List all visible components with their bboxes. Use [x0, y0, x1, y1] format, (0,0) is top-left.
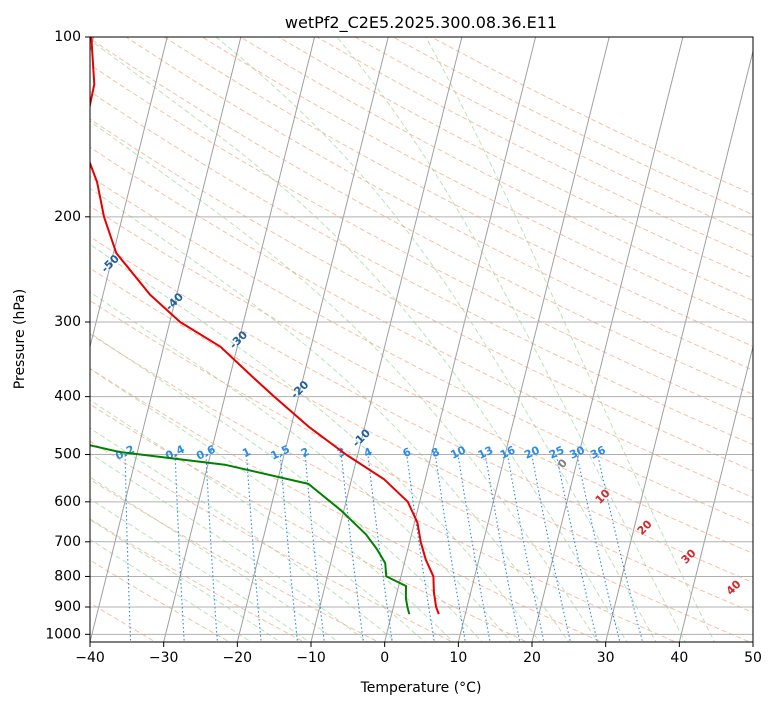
y-tick-label: 1000 [45, 626, 81, 642]
dry-adiabat-line [90, 518, 306, 642]
pressure-gridlines [90, 37, 753, 635]
moist-adiabat-line [90, 498, 311, 642]
moist-adiabat-line [90, 291, 512, 642]
x-tick-label: −20 [223, 650, 253, 666]
x-axis-label: Temperature (°C) [360, 680, 482, 696]
dry-adiabat-line [90, 368, 603, 642]
mixing-ratio-label: 20 [522, 443, 542, 461]
isotherm-line [90, 37, 242, 642]
isotherm-line [384, 37, 537, 642]
plot-area: -100-90-80-70-60-50-40-30-20-10010203040… [90, 37, 753, 642]
mixing-ratio-line [597, 454, 644, 642]
y-tick-label: 300 [54, 314, 81, 330]
moist-adiabat-line [90, 452, 369, 642]
moist-adiabat-line [425, 37, 716, 642]
dry-adiabat-line [90, 300, 752, 642]
y-tick-label: 800 [54, 568, 81, 584]
x-tick-label: −30 [149, 650, 179, 666]
moist-adiabat-line [90, 427, 397, 642]
moist-adiabat-line [90, 368, 455, 642]
x-tick-label: −40 [75, 650, 105, 666]
y-tick-label: 600 [54, 494, 81, 510]
y-tick-label: 400 [54, 389, 81, 405]
sounding-series [90, 37, 440, 615]
x-tick-label: 40 [670, 650, 688, 666]
mixing-ratio-label: 13 [476, 444, 495, 462]
moist-adiabat-line [90, 476, 340, 642]
mixing-ratio-label: 10 [449, 443, 469, 461]
y-tick-label: 200 [54, 209, 81, 225]
moist-adiabat-line [90, 399, 426, 642]
plot-frame [89, 36, 754, 643]
x-tick-label: 0 [380, 650, 389, 666]
dry-adiabat-line [90, 440, 454, 642]
mixing-ratio-line [367, 454, 393, 642]
temperature-profile-line [90, 37, 440, 615]
dewpoint-profile-line [90, 444, 411, 615]
isotherm-line [236, 37, 389, 642]
moist-adiabat-line [90, 39, 628, 642]
mixing-ratio-line [406, 454, 435, 642]
mixing-ratio-line [457, 454, 491, 642]
isotherm-line [457, 37, 610, 642]
mixing-ratio-label: 25 [547, 444, 566, 462]
isotherm-line [605, 49, 753, 642]
dry-adiabat-line [90, 478, 380, 642]
chart-title: wetPf2_C2E5.2025.300.08.36.E11 [285, 13, 557, 33]
dry-adiabat-line [90, 236, 753, 584]
isotherm-line [163, 37, 316, 642]
dry-adiabat-line [90, 333, 677, 642]
isotherm-line [678, 344, 753, 642]
mixing-ratio-line [506, 454, 545, 642]
mixing-ratio-label: 16 [498, 443, 518, 461]
dry-adiabat-line [90, 37, 753, 395]
isotherm-line [310, 37, 463, 642]
mixing-ratio-line [340, 454, 364, 642]
y-tick-label: 500 [54, 447, 81, 463]
x-tick-label: 50 [744, 650, 762, 666]
y-tick-label: 700 [54, 534, 81, 550]
dry-adiabats [90, 37, 753, 642]
mixing-ratio-line [434, 454, 466, 642]
mixing-ratio-label: 36 [588, 443, 608, 461]
axes: −40 −30 −20 −10 0 10 20 30 40 50 100 200 300 400 500 60… [45, 29, 762, 666]
moist-adiabat-line [336, 37, 686, 642]
dry-adiabat-line [90, 90, 753, 446]
x-tick-label: 20 [523, 650, 541, 666]
mixing-ratio-label: 30 [568, 443, 588, 461]
mixing-ratio-lines [124, 454, 644, 642]
isotherms [90, 37, 753, 642]
dry-adiabat-line [90, 64, 753, 420]
moist-adiabat-line [90, 120, 599, 642]
mixing-ratio-line [531, 454, 571, 642]
isotherm-line [90, 37, 168, 349]
x-tick-label: 30 [597, 650, 615, 666]
moist-adiabat-line [90, 187, 570, 642]
y-axis-label: Pressure (hPa) [12, 289, 28, 389]
y-tick-label: 100 [54, 29, 81, 45]
y-tick-label: 900 [54, 599, 81, 615]
dry-adiabat-line [125, 37, 753, 371]
dry-adiabat-line [90, 146, 753, 499]
mixing-ratio-line [576, 454, 621, 642]
dry-adiabat-line [90, 205, 753, 554]
dry-adiabat-line [90, 403, 529, 642]
x-tick-label: 10 [449, 650, 467, 666]
dry-adiabat-line [90, 175, 753, 526]
mixing-ratio-line [555, 454, 598, 642]
x-tick-label: −10 [296, 650, 326, 666]
isotherm-line [531, 37, 684, 642]
